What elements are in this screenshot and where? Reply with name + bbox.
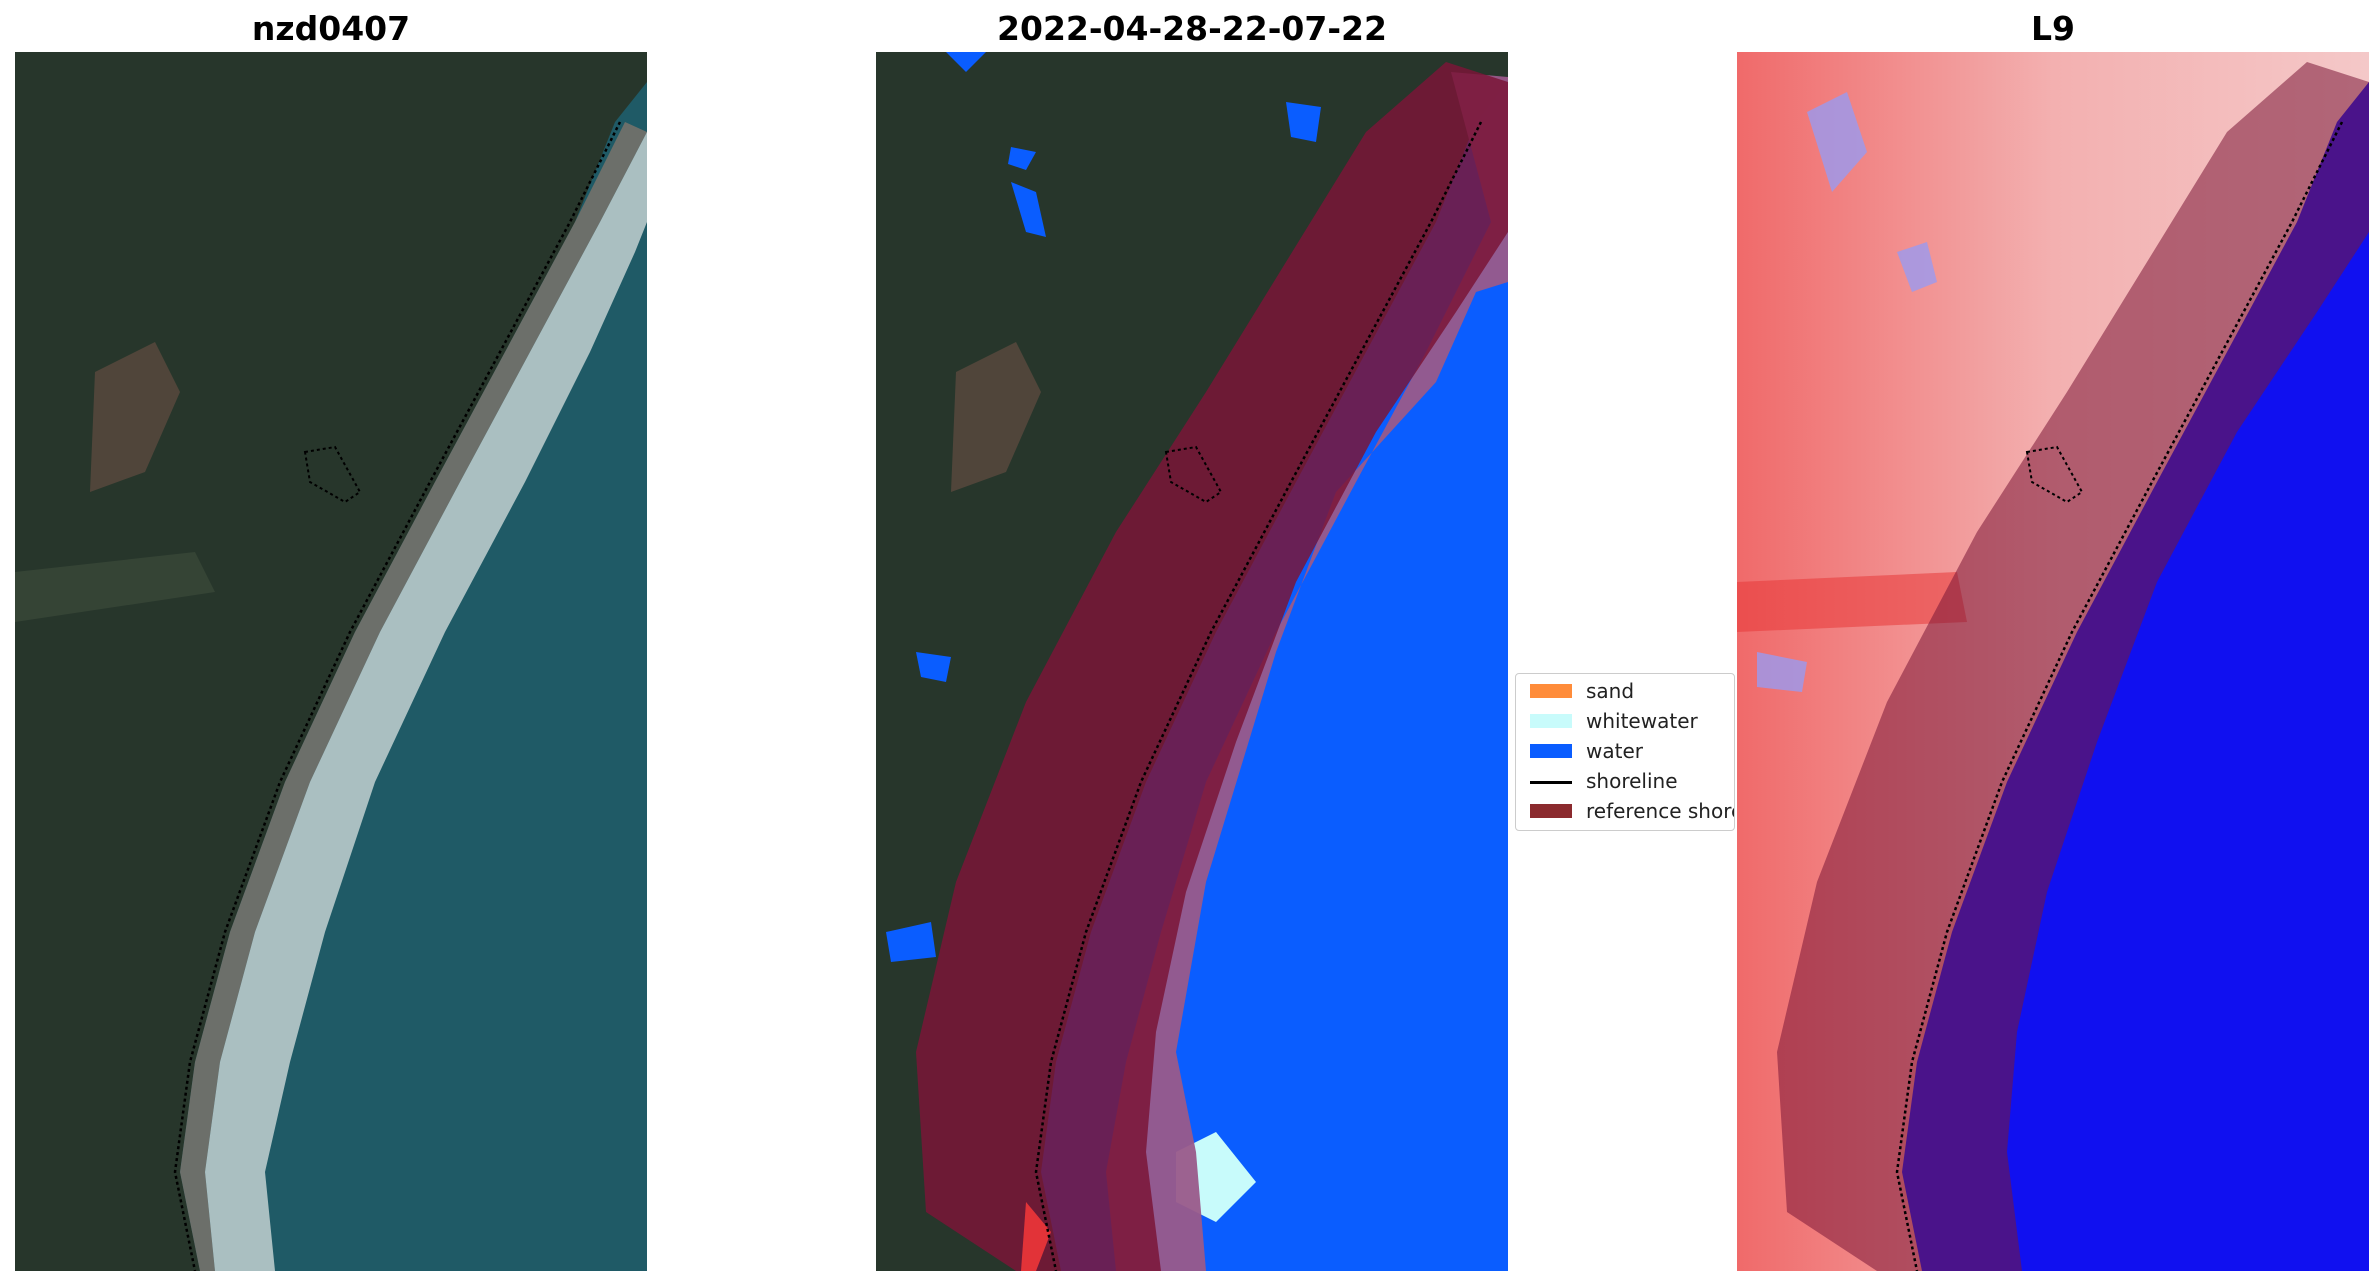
index-low-patch [1897,242,1937,292]
sand-patch [1021,1202,1051,1271]
index-low-patch [1807,92,1867,192]
water-patch [1011,182,1046,237]
index-image-panel [1737,52,2369,1271]
bare-field [951,342,1041,492]
shoreline-line [1895,121,2344,1271]
index-image [1737,52,2369,1271]
valley-area [15,552,215,622]
water-patch [1286,102,1321,142]
bare-field [90,342,180,492]
index-high-band [1737,572,1967,632]
reference-shoreline-buffer [1777,62,2369,1271]
legend-label: whitewater [1586,709,1698,733]
class-overlap-strip [1106,72,1508,1271]
classified-image-panel [876,52,1508,1271]
rgb-satellite-image [15,52,647,1271]
surf-zone [205,132,647,1271]
shoreline-lagoon [303,445,362,504]
shoreline-line [1034,121,1483,1271]
water-swatch [1530,744,1572,758]
legend-label: sand [1586,679,1635,703]
index-low-patch [1757,652,1807,692]
legend: sand whitewater water shoreline referenc… [1515,673,1735,831]
water-patch [946,52,986,72]
panel-title-2: 2022-04-28-22-07-22 [997,9,1387,48]
water-patch [916,652,951,682]
panel-title-3: L9 [2031,9,2075,48]
land-area [15,52,647,1271]
shoreline-lagoon [2025,445,2084,504]
rgb-image-panel [15,52,647,1271]
whitewater-swatch [1530,714,1572,728]
sand-swatch [1530,684,1572,698]
reference-shoreline-buffer [916,62,1508,1271]
shoreline-swatch [1530,781,1572,784]
legend-label: reference shoreline buffer [1586,799,1734,823]
reference-shoreline-swatch [1530,804,1572,818]
shoreline-line [173,121,622,1271]
shoreline-lagoon [1164,445,1223,504]
water-patch [1008,147,1036,170]
legend-label: shoreline [1586,769,1678,793]
classified-image [876,52,1508,1271]
legend-label: water [1586,739,1643,763]
panel-title-1: nzd0407 [251,9,411,48]
water-patch [886,922,936,962]
